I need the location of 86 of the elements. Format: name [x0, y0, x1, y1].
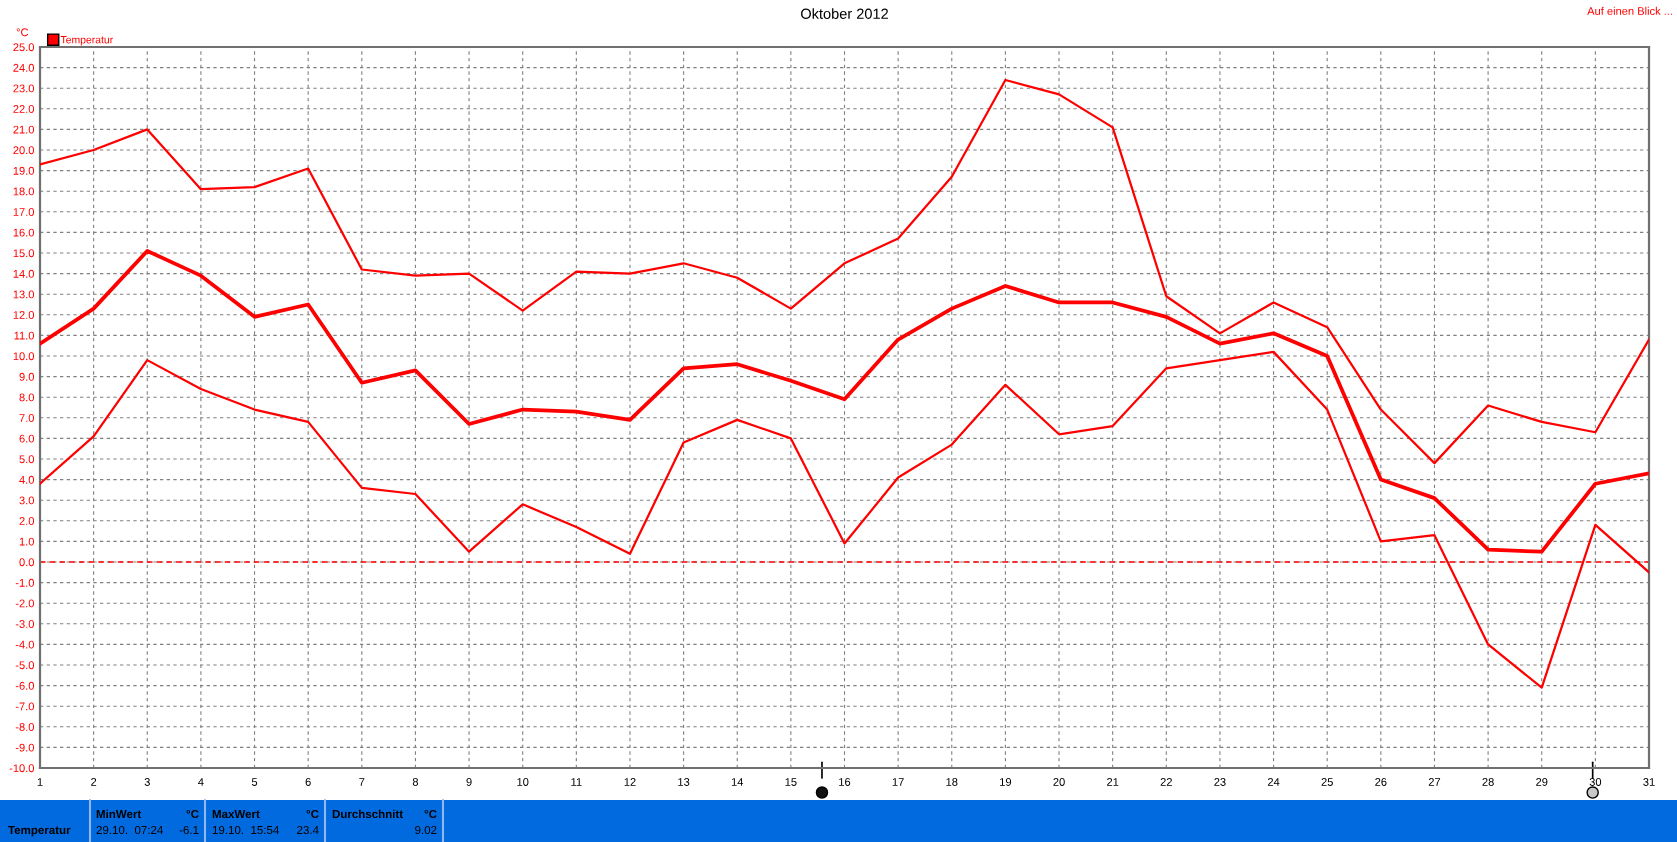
x-tick-label: 14 [731, 778, 744, 786]
text: 29.10. 07:24 [96, 825, 163, 835]
y-tick-label: 11.0 [14, 331, 35, 340]
text: MaxWert [212, 810, 260, 819]
y-tick-label: 12.0 [13, 311, 35, 319]
text: Durchschnitt [332, 809, 403, 819]
y-tick-label: 20.0 [13, 146, 35, 155]
x-tick-label: 25 [1321, 778, 1333, 786]
y-tick-label: 22.0 [13, 105, 35, 113]
x-tick-label: 6 [305, 778, 311, 786]
y-tick-label: 14.0 [13, 269, 35, 278]
line-series [40, 78, 1649, 465]
y-tick-label: -9.0 [15, 743, 35, 752]
x-tick-label: 7 [359, 778, 365, 786]
x-tick-label: 26 [1375, 778, 1387, 786]
y-tick-label: -1.0 [15, 578, 35, 587]
y-tick-label: -3.0 [15, 620, 35, 628]
x-tick-label: 15 [785, 778, 797, 786]
y-tick-label: 3.0 [19, 496, 35, 505]
y-tick-label: -8.0 [15, 723, 35, 731]
y-tick-label: -4.0 [15, 640, 35, 649]
text: °C [424, 809, 437, 819]
x-tick-label: 31 [1643, 778, 1655, 786]
x-tick-label: 18 [946, 778, 958, 786]
y-tick-label: 23.0 [13, 84, 35, 93]
y-tick-label: 1.0 [19, 537, 35, 546]
x-tick-label: 2 [91, 778, 97, 786]
y-tick-label: -6.0 [15, 681, 35, 690]
x-tick-label: 21 [1107, 778, 1119, 786]
y-tick-label: 10.0 [13, 352, 35, 361]
x-tick-label: 1 [37, 778, 43, 786]
y-tick-label: 8.0 [19, 393, 35, 402]
x-tick-label: 13 [678, 778, 690, 786]
y-tick-label: 0.0 [19, 558, 35, 567]
line-series [40, 350, 1649, 689]
x-tick-label: 20 [1053, 778, 1065, 786]
x-tick-label: 24 [1267, 778, 1280, 786]
x-tick-label: 16 [839, 778, 851, 786]
y-tick-label: -10.0 [9, 764, 35, 773]
y-tick-label: 21.0 [13, 125, 35, 134]
x-tick-label: 29 [1536, 778, 1548, 786]
y-tick-label: 16.0 [13, 228, 35, 237]
x-tick-label: 22 [1160, 778, 1172, 786]
y-tick-label: 17.0 [13, 208, 35, 216]
x-tick-label: 23 [1214, 778, 1226, 786]
x-tick-label: 9 [466, 778, 472, 786]
y-tick-label: 6.0 [19, 434, 35, 443]
line-series [40, 249, 1649, 554]
text: 23.4 [297, 825, 319, 835]
y-tick-label: 7.0 [19, 414, 35, 422]
x-tick-label: 12 [624, 778, 636, 786]
y-tick-label: 4.0 [19, 475, 35, 484]
y-axis-title: °C [16, 28, 29, 37]
y-tick-label: 19.0 [13, 166, 35, 175]
text: -6.1 [179, 825, 199, 835]
x-tick-label: 27 [1428, 778, 1441, 786]
y-tick-label: 15.0 [13, 249, 35, 258]
chart-title: Oktober 2012 [801, 8, 888, 19]
y-tick-label: 2.0 [19, 517, 35, 525]
text: Temperatur [8, 826, 71, 837]
y-tick-label: 13.0 [13, 290, 35, 299]
y-tick-label: 18.0 [13, 187, 35, 196]
y-tick-label: 9.0 [19, 372, 35, 381]
x-tick-label: 3 [144, 778, 150, 786]
x-tick-label: 4 [198, 778, 204, 786]
x-tick-label: 5 [251, 778, 258, 786]
text: °C [186, 809, 199, 819]
x-tick-label: 28 [1482, 778, 1494, 786]
y-tick-label: 25.0 [13, 43, 35, 52]
text: °C [306, 809, 319, 819]
x-tick-label: 10 [517, 778, 529, 786]
y-tick-label: 5.0 [19, 455, 35, 464]
text: MinWert [96, 809, 142, 819]
x-tick-label: 30 [1589, 778, 1602, 786]
legend-label: Temperatur [60, 36, 113, 46]
text: Auf einen Blick ... [1587, 6, 1672, 15]
y-tick-label: -7.0 [15, 702, 35, 711]
x-tick-label: 19 [1000, 778, 1012, 786]
x-tick-label: 8 [412, 778, 419, 786]
x-tick-label: 11 [571, 778, 582, 786]
y-tick-label: 24.0 [13, 63, 35, 72]
x-tick-label: 17 [892, 778, 904, 786]
text: 19.10. 15:54 [212, 825, 279, 835]
y-tick-label: -5.0 [15, 661, 35, 670]
text: 9.02 [415, 825, 437, 835]
y-tick-label: -2.0 [15, 599, 35, 608]
